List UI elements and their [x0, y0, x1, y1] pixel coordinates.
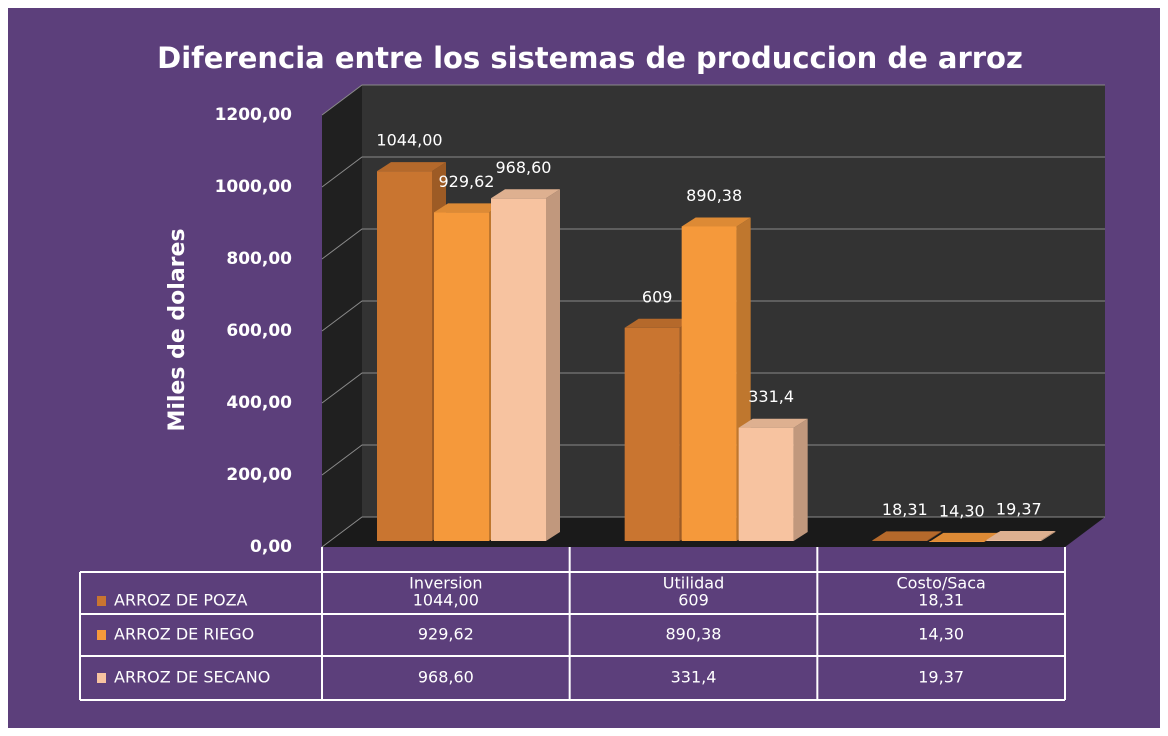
table-cell: 890,38 — [666, 625, 722, 644]
bar — [681, 217, 751, 541]
bar-face — [986, 531, 1056, 541]
data-label: 609 — [642, 287, 673, 306]
data-label: 14,30 — [939, 501, 985, 520]
grid-line — [321, 228, 1105, 260]
bar-face — [491, 189, 560, 199]
bar-face — [1041, 531, 1056, 541]
bar-face — [738, 418, 808, 428]
grid-line — [321, 300, 1105, 332]
bar — [986, 531, 1056, 541]
legend-label: ARROZ DE POZA — [114, 591, 248, 610]
table-cell: 968,60 — [418, 668, 474, 687]
data-label: 19,37 — [996, 500, 1042, 519]
bar-face — [377, 162, 446, 172]
x-tick-label: Utilidad — [663, 574, 724, 593]
bar-face — [793, 418, 808, 541]
legend-swatch — [97, 596, 106, 606]
bar-face — [434, 203, 503, 213]
grid-line — [321, 156, 1105, 188]
table-cell: 929,62 — [418, 625, 474, 644]
x-tick-label: Inversion — [409, 574, 482, 593]
legend-label: ARROZ DE SECANO — [114, 668, 270, 687]
bar-face — [986, 540, 1042, 541]
data-label: 968,60 — [496, 158, 552, 177]
table-cell: 18,31 — [918, 591, 964, 610]
data-label: 18,31 — [882, 500, 928, 519]
y-tick-label: 800,00 — [226, 249, 292, 269]
y-tick-label: 0,00 — [250, 537, 292, 557]
data-label: 890,38 — [686, 186, 742, 205]
table-cell: 331,4 — [671, 668, 717, 687]
bar — [872, 531, 942, 541]
y-axis-label: Miles de dolares — [165, 228, 190, 431]
data-label: 1044,00 — [376, 131, 442, 150]
bar-face — [624, 318, 694, 328]
legend-swatch — [97, 630, 106, 640]
grid-line — [321, 372, 1105, 404]
bar-face — [377, 171, 432, 541]
bar-face — [929, 541, 985, 542]
x-tick-label: Costo/Saca — [897, 574, 986, 593]
bar-face — [929, 532, 999, 542]
chart-title: Diferencia entre los sistemas de producc… — [157, 41, 1023, 75]
bar-face — [434, 212, 489, 542]
table-cell: 609 — [678, 591, 709, 610]
bar-face — [624, 327, 680, 541]
bar-face — [491, 198, 546, 541]
bar — [738, 418, 808, 541]
grid-line — [321, 444, 1105, 476]
legend-label: ARROZ DE RIEGO — [114, 625, 254, 644]
y-tick-label: 600,00 — [226, 321, 292, 341]
grid-line — [321, 84, 1105, 116]
table-cell: 19,37 — [918, 668, 964, 687]
y-tick-label: 1200,00 — [215, 105, 293, 125]
bar-face — [738, 427, 794, 541]
bar — [491, 189, 560, 541]
bar-face — [872, 540, 928, 541]
table-cell: 1044,00 — [413, 591, 479, 610]
y-tick-label: 200,00 — [226, 465, 292, 485]
bar-face — [927, 531, 942, 541]
table-cell: 14,30 — [918, 625, 964, 644]
legend-swatch — [97, 673, 106, 683]
bar-face — [546, 189, 560, 541]
data-label: 331,4 — [748, 387, 794, 406]
bar-face — [681, 217, 751, 227]
data-label: 929,62 — [439, 172, 495, 191]
grid-line — [321, 516, 1105, 548]
y-tick-label: 400,00 — [226, 393, 292, 413]
bar-face — [681, 226, 737, 541]
bar-face — [872, 531, 942, 541]
y-tick-label: 1000,00 — [215, 177, 293, 197]
